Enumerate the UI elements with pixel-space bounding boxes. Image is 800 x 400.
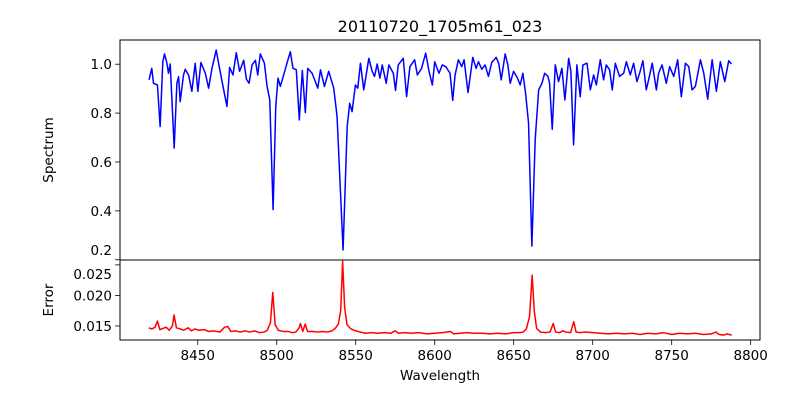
x-tick-label: 8750 (655, 348, 689, 364)
y-tick-label: 0.015 (73, 319, 112, 335)
error-line (148, 260, 732, 336)
x-tick-label: 8450 (181, 348, 215, 364)
error-ylabel: Error (41, 283, 57, 316)
y-tick-label: 0.2 (91, 243, 112, 259)
x-tick-label: 8700 (576, 348, 610, 364)
y-tick-label: 0.025 (73, 267, 112, 283)
x-tick-label: 8800 (733, 348, 767, 364)
x-axis-label: Wavelength (400, 368, 480, 384)
chart-title: 20110720_1705m61_023 (338, 17, 543, 37)
y-tick-label: 0.4 (91, 204, 112, 220)
y-tick-label: 0.8 (91, 106, 112, 122)
y-tick-label: 1.0 (91, 57, 112, 73)
x-tick-label: 8600 (418, 348, 452, 364)
spectrum-line (148, 49, 732, 251)
error-axes: 0.015 0.020 0.025 8450 8500 8550 8600 8650 8700 8… (73, 259, 768, 364)
spectrum-ylabel: Spectrum (41, 117, 57, 182)
x-tick-label: 8650 (497, 348, 531, 364)
axes-frame (119, 259, 761, 341)
y-tick-label: 0.020 (73, 288, 112, 304)
x-tick-label: 8550 (339, 348, 373, 364)
x-tick-label: 8500 (260, 348, 294, 364)
y-tick-label: 0.6 (91, 155, 112, 171)
